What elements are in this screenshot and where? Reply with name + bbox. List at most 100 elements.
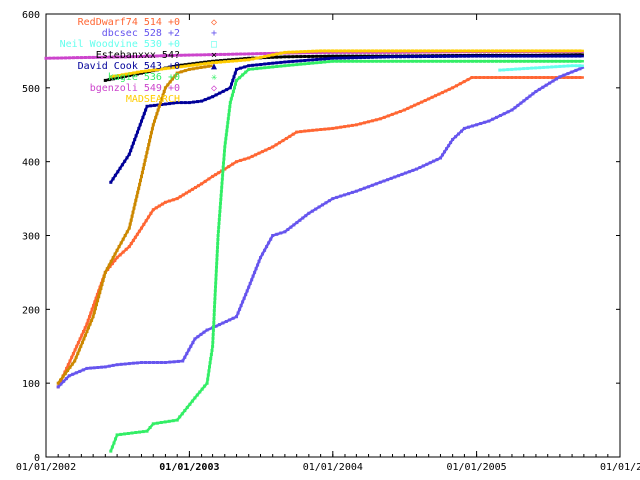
- data-point: [144, 108, 148, 112]
- data-point: [226, 117, 230, 121]
- data-point: [219, 193, 223, 197]
- data-point: [221, 321, 225, 325]
- data-point: [444, 89, 448, 93]
- data-point: [141, 430, 145, 434]
- data-point: [411, 168, 415, 172]
- data-point: [102, 274, 106, 278]
- data-point: [219, 52, 223, 56]
- data-point: [562, 64, 566, 68]
- data-point: [522, 99, 526, 103]
- data-point: [251, 57, 255, 61]
- legend-marker: ×: [211, 50, 217, 61]
- data-point: [542, 59, 546, 63]
- data-point: [506, 59, 510, 63]
- data-point: [367, 55, 371, 59]
- data-point: [147, 54, 151, 58]
- data-point: [435, 158, 439, 162]
- data-point: [291, 63, 295, 67]
- data-point: [131, 238, 135, 242]
- data-point: [151, 422, 155, 426]
- data-point: [315, 49, 319, 53]
- data-point: [231, 316, 235, 320]
- data-point: [419, 55, 422, 59]
- data-point: [207, 177, 211, 181]
- data-point: [327, 54, 331, 58]
- data-point: [89, 311, 93, 315]
- data-point: [145, 104, 149, 108]
- data-point: [530, 54, 534, 58]
- data-point: [247, 52, 251, 56]
- data-point: [358, 122, 362, 126]
- data-point: [115, 256, 119, 260]
- x-tick-label: 01/01/20: [600, 462, 640, 473]
- data-point: [506, 110, 510, 114]
- x-tick-label: 01/01/2002: [16, 462, 76, 473]
- data-point: [347, 124, 350, 128]
- data-point: [107, 55, 111, 59]
- data-point: [335, 195, 339, 199]
- data-point: [137, 229, 141, 233]
- data-point: [239, 52, 243, 56]
- data-point: [144, 361, 147, 364]
- data-point: [155, 361, 159, 364]
- data-point: [167, 54, 171, 58]
- data-point: [93, 307, 97, 311]
- data-point: [259, 52, 263, 56]
- data-point: [570, 54, 574, 58]
- series-reddwarf74: [56, 76, 584, 389]
- data-point: [214, 281, 218, 285]
- data-point: [574, 59, 578, 63]
- data-point: [351, 56, 355, 60]
- data-point: [263, 248, 267, 252]
- data-point: [228, 101, 232, 105]
- data-point: [423, 49, 427, 53]
- data-point: [70, 362, 74, 366]
- data-point: [528, 94, 532, 98]
- data-point: [115, 363, 119, 367]
- data-point: [135, 232, 139, 236]
- data-point: [479, 54, 483, 58]
- data-point: [136, 70, 140, 74]
- series-orange-bar: [56, 64, 213, 385]
- data-point: [91, 55, 95, 59]
- data-point: [140, 119, 143, 123]
- data-point: [289, 225, 293, 229]
- data-point: [471, 124, 474, 128]
- data-point: [175, 53, 179, 57]
- data-point: [350, 190, 354, 194]
- data-point: [502, 68, 506, 72]
- data-point: [578, 49, 582, 53]
- data-point: [514, 59, 518, 63]
- data-point: [516, 103, 520, 107]
- data-point: [219, 201, 222, 205]
- data-point: [299, 62, 303, 66]
- data-point: [138, 430, 141, 434]
- data-point: [475, 59, 479, 63]
- data-point: [279, 64, 283, 68]
- data-point: [398, 110, 402, 113]
- data-point: [215, 253, 219, 257]
- data-point: [82, 337, 86, 341]
- data-point: [271, 61, 275, 65]
- data-point: [459, 49, 463, 53]
- data-point: [180, 412, 184, 416]
- data-point: [124, 247, 128, 251]
- data-point: [227, 113, 231, 117]
- data-point: [542, 76, 546, 79]
- data-point: [118, 166, 122, 170]
- data-point: [224, 320, 228, 323]
- data-point: [187, 101, 191, 105]
- data-point: [211, 344, 215, 348]
- data-point: [217, 221, 221, 225]
- data-point: [423, 99, 427, 102]
- data-point: [303, 62, 307, 66]
- data-point: [534, 59, 538, 63]
- data-point: [455, 54, 459, 58]
- data-point: [159, 54, 163, 58]
- data-point: [56, 56, 60, 60]
- x-tick-label: 01/01/2003: [159, 462, 219, 473]
- data-point: [578, 76, 582, 79]
- data-point: [148, 426, 152, 429]
- data-point: [566, 76, 570, 79]
- data-point: [78, 369, 82, 373]
